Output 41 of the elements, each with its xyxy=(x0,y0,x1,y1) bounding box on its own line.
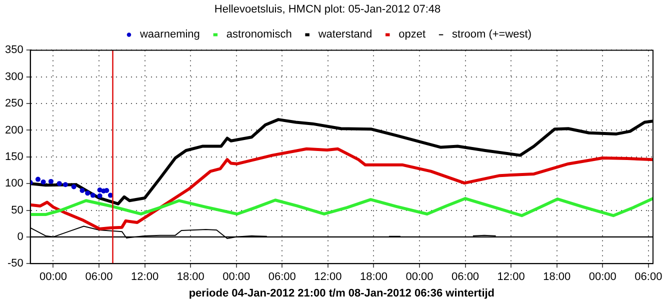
y-tick-label: 200 xyxy=(4,124,24,136)
x-tick-label: 06:00 xyxy=(634,271,662,284)
point xyxy=(90,192,96,198)
x-tick-label: 06:00 xyxy=(268,271,296,284)
point xyxy=(35,176,40,182)
legend-label: stroom (+=west) xyxy=(452,28,532,41)
x-tick-label: 00:00 xyxy=(222,271,250,284)
x-tick-label: 18:00 xyxy=(360,271,388,284)
x-axis-title: periode 04-Jan-2012 21:00 t/m 08-Jan-2012 06:36 wintertijd xyxy=(188,287,495,300)
y-tick-label: 50 xyxy=(11,204,24,216)
x-tick-label: 18:00 xyxy=(543,271,571,284)
x-tick-label: 12:00 xyxy=(314,271,342,284)
x-tick-label: 06:00 xyxy=(452,271,480,284)
point xyxy=(71,184,76,190)
legend-label: waterstand xyxy=(317,28,372,41)
point xyxy=(62,182,68,188)
y-tick-label: 150 xyxy=(4,150,24,163)
x-tick-label: 00:00 xyxy=(39,271,68,284)
x-tick-label: 00:00 xyxy=(406,271,434,284)
legend-label: waarneming xyxy=(138,28,200,41)
x-tick-label: 18:00 xyxy=(176,271,204,284)
point xyxy=(104,188,110,194)
point xyxy=(40,179,46,184)
point xyxy=(48,178,54,184)
y-tick-label: 100 xyxy=(4,178,24,190)
point xyxy=(85,190,90,196)
y-tick-label: 300 xyxy=(4,70,24,83)
x-tick-label: 00:00 xyxy=(588,271,616,284)
chart-title: Hellevoetsluis, HMCN plot: 05-Jan-2012 07:48 xyxy=(214,4,441,16)
x-tick-label: 06:00 xyxy=(85,271,113,284)
y-tick-label: 250 xyxy=(4,98,24,110)
legend-label: astronomisch xyxy=(226,28,292,41)
x-tick-label: 12:00 xyxy=(131,271,159,284)
y-tick-label: -50 xyxy=(7,258,24,270)
y-tick-label: 350 xyxy=(4,44,24,56)
point xyxy=(80,188,85,194)
x-tick-label: 12:00 xyxy=(497,271,525,284)
point xyxy=(56,181,62,186)
legend-label: opzet xyxy=(398,28,426,41)
y-tick-label: 0 xyxy=(17,230,24,243)
point xyxy=(97,193,102,198)
